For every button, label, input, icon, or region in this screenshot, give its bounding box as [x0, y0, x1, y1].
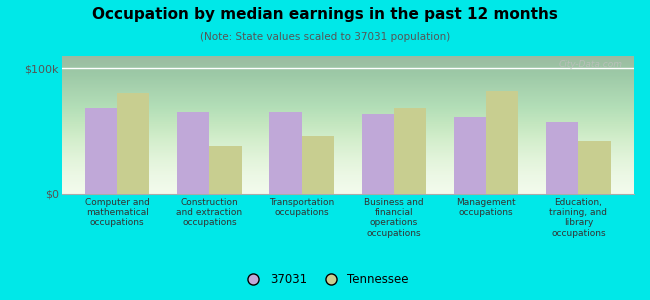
Bar — [302, 136, 334, 194]
Bar — [394, 108, 426, 194]
Bar — [177, 112, 209, 194]
Bar — [454, 117, 486, 194]
Bar — [486, 91, 519, 194]
Bar — [117, 93, 150, 194]
Text: City-Data.com: City-Data.com — [558, 60, 622, 69]
Bar — [578, 141, 611, 194]
Bar — [361, 115, 394, 194]
Bar — [84, 108, 117, 194]
Bar — [209, 146, 242, 194]
Bar — [269, 112, 302, 194]
Text: (Note: State values scaled to 37031 population): (Note: State values scaled to 37031 popu… — [200, 32, 450, 41]
Legend: 37031, Tennessee: 37031, Tennessee — [237, 269, 413, 291]
Bar — [546, 122, 578, 194]
Text: Occupation by median earnings in the past 12 months: Occupation by median earnings in the pas… — [92, 8, 558, 22]
